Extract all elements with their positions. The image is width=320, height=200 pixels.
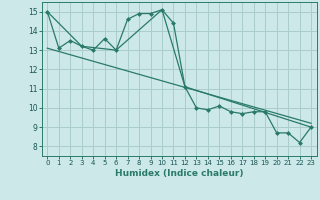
- X-axis label: Humidex (Indice chaleur): Humidex (Indice chaleur): [115, 169, 244, 178]
